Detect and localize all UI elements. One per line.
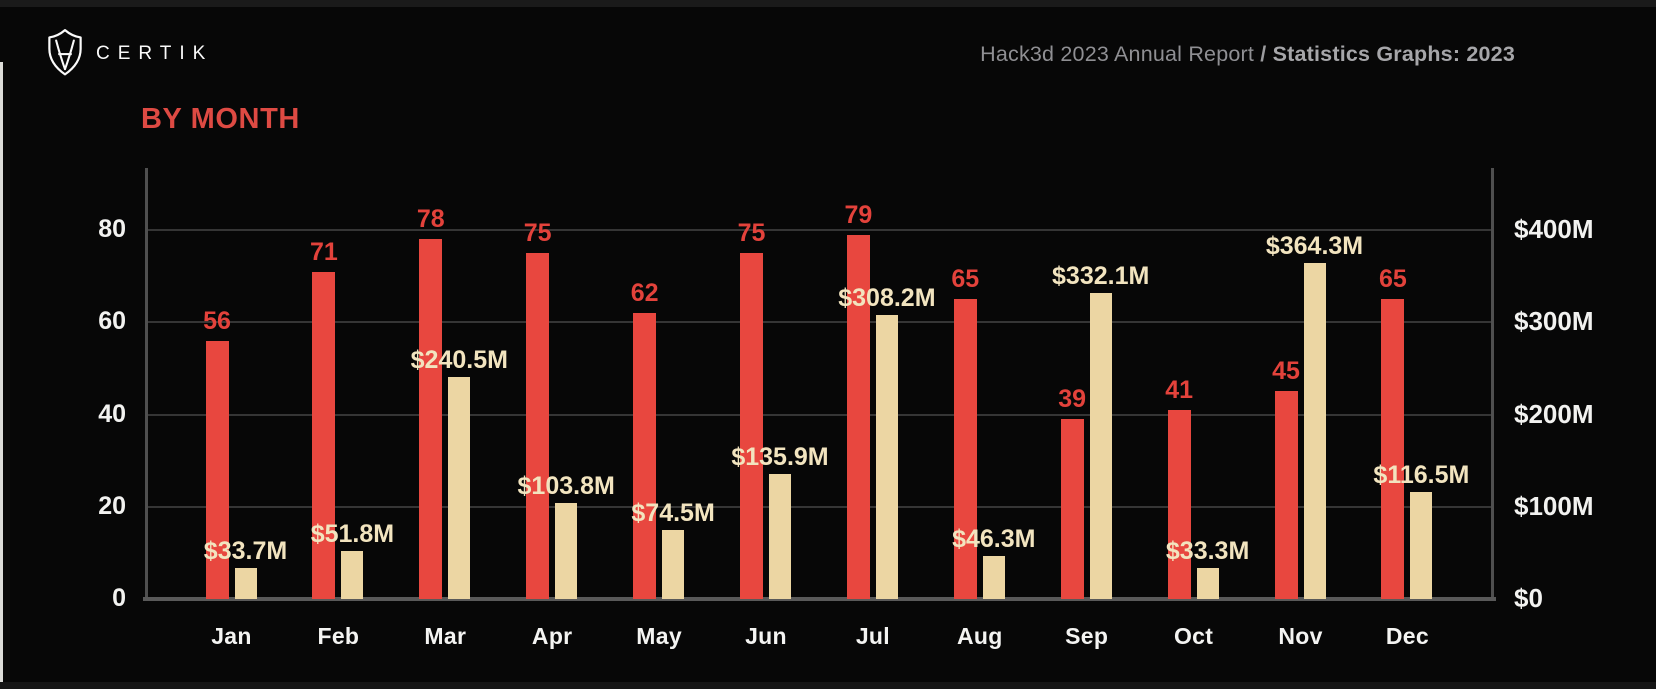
month-label: Mar	[424, 623, 467, 649]
breadcrumb-separator: /	[1254, 42, 1273, 66]
month-label: Sep	[1065, 623, 1109, 649]
loss-value-label: $116.5M	[1373, 460, 1470, 489]
incidents-bar	[633, 313, 657, 599]
loss-value-label: $308.2M	[838, 283, 936, 312]
left-axis-line	[145, 168, 148, 601]
right-axis-tick-label: $0	[1514, 583, 1543, 613]
incidents-value-label: 71	[309, 237, 338, 266]
loss-value-label: $135.9M	[731, 442, 829, 471]
x-axis-baseline	[143, 597, 1496, 601]
incidents-value-label: 65	[1378, 265, 1407, 294]
loss-value-label: $74.5M	[631, 499, 715, 528]
incidents-value-label: 39	[1058, 385, 1087, 414]
loss-bar	[555, 503, 578, 599]
incidents-bar	[419, 239, 443, 599]
month-label: May	[636, 623, 682, 649]
incidents-value-label: 62	[630, 279, 659, 308]
incidents-value-label: 45	[1272, 357, 1300, 386]
loss-value-label: $240.5M	[410, 346, 508, 375]
incidents-value-label: 78	[416, 205, 445, 234]
gridline	[148, 505, 1491, 508]
loss-value-label: $103.8M	[517, 472, 615, 501]
loss-bar	[662, 530, 685, 599]
right-axis-line	[1491, 168, 1494, 601]
gridline	[148, 413, 1491, 416]
incidents-value-label: 65	[951, 265, 980, 294]
month-label: Feb	[317, 623, 360, 649]
incidents-value-label: 75	[737, 219, 766, 248]
loss-value-label: $46.3M	[952, 525, 1036, 554]
incidents-value-label: 79	[844, 200, 873, 229]
bottom-edge-strip	[0, 682, 1656, 689]
loss-bar	[875, 314, 898, 599]
loss-bar	[1303, 262, 1326, 599]
incidents-bar	[953, 299, 977, 599]
incidents-bar	[312, 271, 336, 599]
top-edge-strip	[0, 0, 1656, 7]
incidents-bar	[1274, 391, 1298, 599]
left-axis-tick-label: 0	[112, 584, 126, 612]
incidents-bar	[740, 253, 763, 599]
right-axis-tick-label: $100M	[1514, 490, 1594, 521]
incidents-bar	[526, 253, 550, 599]
incidents-bar	[1167, 409, 1191, 599]
certik-shield-icon	[48, 29, 82, 76]
loss-value-label: $33.3M	[1165, 537, 1250, 566]
left-axis-tick-label: 20	[98, 491, 126, 520]
incidents-value-label: 41	[1165, 375, 1193, 404]
loss-bar	[341, 551, 364, 599]
left-edge-line	[0, 62, 3, 682]
month-label: Nov	[1278, 623, 1323, 649]
left-axis-tick-label: 80	[98, 215, 126, 243]
left-axis-tick-label: 40	[98, 399, 126, 428]
incidents-bar	[205, 340, 229, 599]
page-title: BY MONTH	[141, 103, 300, 135]
brand-wordmark: CERTIK	[96, 43, 214, 64]
month-label: Jun	[745, 623, 787, 649]
month-label: Aug	[956, 623, 1003, 649]
plot-area: 80 60 40 20 0 $400M $300M $200M $100M $0 56 $33.7M J…	[98, 168, 1594, 649]
loss-value-label: $33.7M	[203, 536, 288, 565]
month-label: Jul	[855, 623, 890, 649]
month-label: Jan	[211, 623, 252, 649]
breadcrumb-section-name: Statistics Graphs: 2023	[1272, 42, 1515, 66]
loss-bar	[982, 556, 1005, 599]
incidents-bar	[846, 234, 870, 599]
gridline	[148, 321, 1491, 324]
loss-bar	[769, 473, 791, 599]
right-axis-tick-label: $400M	[1514, 214, 1594, 244]
incidents-value-label: 75	[523, 219, 552, 248]
breadcrumb: Hack3d 2023 Annual Report / Statistics G…	[980, 42, 1515, 67]
month-label: Apr	[531, 623, 573, 649]
loss-bar	[448, 377, 471, 599]
right-axis-tick-label: $300M	[1514, 306, 1594, 337]
gridline	[148, 229, 1491, 231]
incidents-value-label: 56	[203, 306, 231, 335]
left-axis-tick-label: 60	[98, 307, 126, 336]
loss-value-label: $51.8M	[310, 520, 395, 549]
month-label: Dec	[1385, 623, 1429, 649]
incidents-bar	[1381, 299, 1405, 599]
loss-bar	[1410, 491, 1433, 599]
incidents-bar	[1060, 419, 1084, 599]
loss-value-label: $364.3M	[1265, 231, 1364, 260]
loss-value-label: $332.1M	[1052, 261, 1150, 290]
loss-bar	[1089, 292, 1112, 599]
loss-bar	[1196, 568, 1219, 599]
loss-bar	[234, 567, 257, 599]
month-label: Oct	[1173, 623, 1214, 649]
breadcrumb-report-name: Hack3d 2023 Annual Report	[980, 42, 1255, 66]
right-axis-tick-label: $200M	[1514, 398, 1594, 429]
